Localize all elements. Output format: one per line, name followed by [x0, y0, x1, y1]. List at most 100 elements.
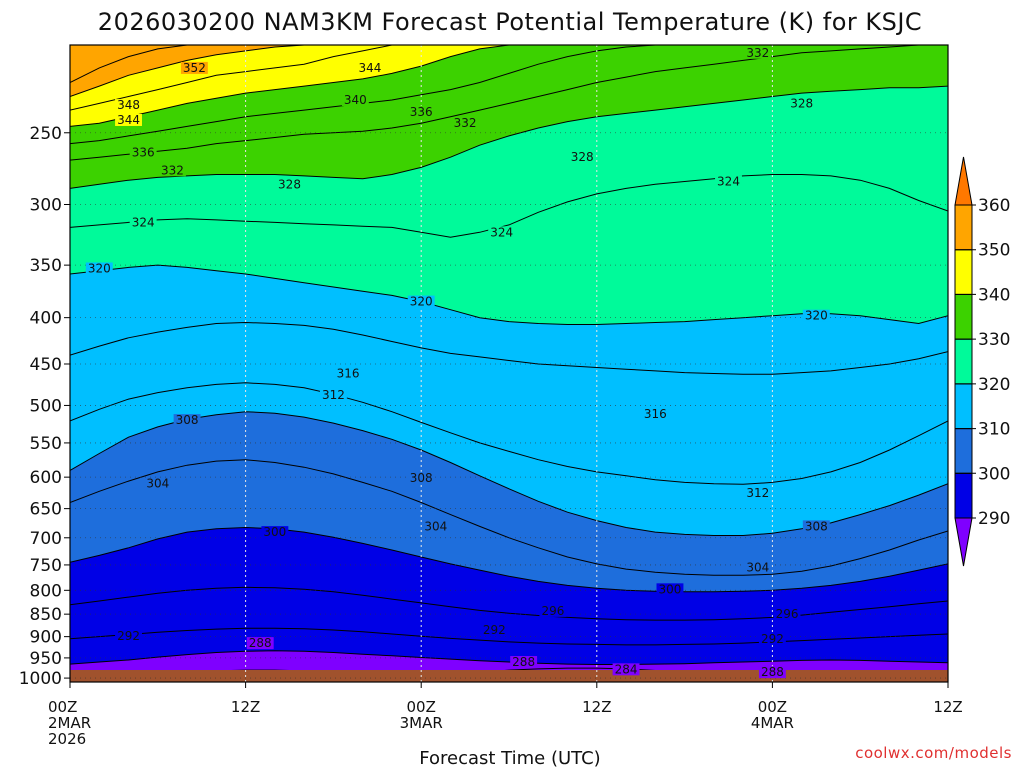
credit-text: coolwx.com/models	[855, 744, 1012, 762]
contour-label-bg	[802, 520, 830, 533]
contour-label: 320	[805, 309, 828, 323]
contour-label: 296	[776, 607, 799, 621]
contour-label-bg	[144, 477, 172, 490]
x-tick-label: 4MAR	[751, 714, 794, 732]
contour-label: 328	[571, 150, 594, 164]
isentrope-296	[70, 586, 948, 621]
y-tick-label: 750	[30, 556, 62, 576]
x-tick-label: 12Z	[582, 698, 611, 716]
contour-label-bg	[261, 526, 289, 539]
contour-label-bg	[715, 175, 742, 188]
contour-label-bg	[488, 226, 516, 239]
contour-label-bg	[773, 608, 801, 621]
colorbar-swatch	[954, 249, 973, 295]
isentrope-344	[70, 45, 948, 111]
x-tick-label: 12Z	[933, 698, 962, 716]
x-tick-label: 12Z	[231, 698, 260, 716]
contour-label-bg	[744, 561, 772, 574]
plot-area: 3523483443443403363363323323323283283283…	[19, 44, 1010, 748]
isentrope-292	[70, 627, 948, 646]
isentrope-332	[70, 45, 948, 161]
isentrope-300	[70, 526, 948, 593]
contour-label: 332	[161, 163, 184, 177]
colorbar-swatch	[954, 472, 973, 519]
contour-label: 320	[88, 261, 111, 275]
contour-label-bg	[744, 46, 772, 59]
contour-label: 308	[410, 471, 433, 485]
colorbar-swatch	[954, 338, 973, 385]
x-tick-label: 00Z	[758, 698, 787, 716]
contour-label-bg	[407, 105, 435, 118]
colorbar-arrow-bottom	[954, 517, 973, 567]
y-tick-label: 550	[30, 434, 62, 454]
contour-label-bg	[758, 632, 786, 645]
terrain-strip	[70, 670, 948, 682]
contour-label: 324	[132, 215, 155, 229]
y-tick-label: 700	[30, 529, 62, 549]
colorbar: 290 300 310 320 330 340 350 360	[954, 156, 1010, 567]
contour-label-bg	[656, 583, 684, 596]
contour-label-bg	[319, 389, 347, 402]
x-axis-label: Forecast Time (UTC)	[419, 748, 600, 768]
contour-label-bg	[246, 637, 274, 650]
filled-bands	[70, 45, 948, 682]
contour-label-bg	[173, 414, 201, 427]
contour-label-bg	[129, 146, 157, 159]
x-tick-label: 00Z	[48, 698, 77, 716]
contour-label-bg	[641, 407, 669, 420]
isentrope-308	[70, 411, 948, 536]
contour-label: 332	[454, 116, 477, 130]
contour-label: 344	[359, 61, 382, 75]
contour-label-bg	[568, 151, 596, 164]
contour-label: 316	[337, 366, 360, 380]
colorbar-tick-label: 290	[978, 509, 1010, 529]
contour-label-bg	[422, 520, 450, 533]
isentrope-312	[70, 382, 948, 485]
x-tick-label: 3MAR	[400, 714, 443, 732]
contour-label-bg	[407, 471, 435, 484]
colorbar-tick-label: 340	[978, 285, 1010, 305]
contour-label-bg	[341, 93, 369, 106]
y-tick-label: 600	[30, 468, 62, 488]
contour-label: 300	[659, 582, 682, 596]
contour-label: 312	[322, 388, 345, 402]
colorbar-arrow-top	[954, 156, 973, 206]
colorbar-tick-label: 350	[978, 241, 1010, 261]
colorbar-tick-label: 320	[978, 375, 1010, 395]
contour-label: 288	[512, 655, 535, 669]
contour-label-bg	[115, 113, 142, 126]
colorbar-swatch	[954, 204, 973, 251]
contour-label: 284	[615, 662, 638, 676]
contour-label: 296	[541, 604, 564, 618]
x-tick-label: 2MAR	[48, 714, 91, 732]
contour-label: 304	[746, 561, 769, 575]
isentrope-288	[70, 650, 948, 665]
contour-label-bg	[115, 99, 142, 112]
contour-label-bg	[744, 487, 772, 500]
contour-label-bg	[407, 295, 435, 308]
y-tick-label: 450	[30, 355, 62, 375]
contour-label-bg	[115, 629, 142, 642]
colorbar-tick-label: 360	[978, 196, 1010, 216]
contour-label: 348	[117, 98, 140, 112]
contour-label: 340	[344, 93, 367, 107]
y-tick-label: 900	[30, 628, 62, 648]
colorbar-swatch	[954, 383, 973, 430]
contour-label: 312	[746, 486, 769, 500]
y-tick-label: 400	[30, 309, 62, 329]
y-tick-label: 500	[30, 396, 62, 416]
contour-label-bg	[510, 656, 538, 669]
contour-label-bg	[612, 663, 640, 676]
contour-label: 328	[790, 96, 813, 110]
colorbar-swatch	[954, 293, 973, 340]
y-tick-label: 650	[30, 500, 62, 520]
contour-label-bg	[276, 178, 303, 191]
colorbar-tick-label: 300	[978, 464, 1010, 484]
isentrope-336	[70, 45, 948, 145]
contour-label: 320	[410, 295, 433, 309]
isentrope-328	[70, 85, 948, 189]
contour-label: 304	[424, 519, 447, 533]
contour-labels: 3523483443443403363363323323323283283283…	[85, 46, 830, 679]
